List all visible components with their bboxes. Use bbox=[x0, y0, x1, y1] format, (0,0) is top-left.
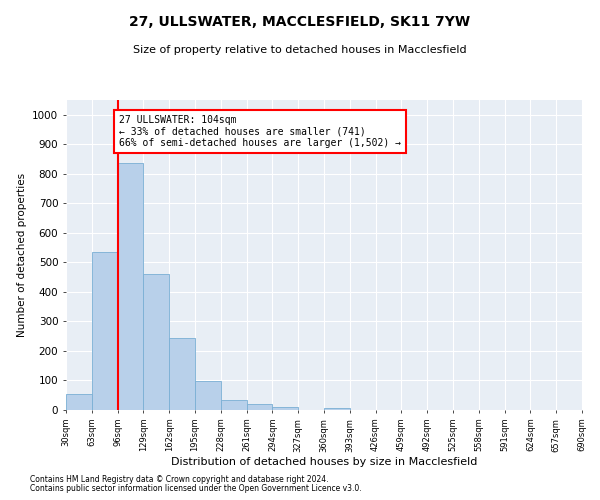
Bar bbox=[272, 407, 298, 410]
Bar bbox=[169, 338, 195, 410]
Bar bbox=[247, 404, 272, 410]
Text: Size of property relative to detached houses in Macclesfield: Size of property relative to detached ho… bbox=[133, 45, 467, 55]
Text: Contains HM Land Registry data © Crown copyright and database right 2024.: Contains HM Land Registry data © Crown c… bbox=[30, 476, 329, 484]
Bar bbox=[92, 252, 118, 410]
Bar bbox=[324, 408, 350, 410]
Bar bbox=[143, 274, 169, 410]
Y-axis label: Number of detached properties: Number of detached properties bbox=[17, 173, 26, 337]
Text: 27, ULLSWATER, MACCLESFIELD, SK11 7YW: 27, ULLSWATER, MACCLESFIELD, SK11 7YW bbox=[130, 15, 470, 29]
Bar bbox=[118, 164, 143, 410]
Text: Contains public sector information licensed under the Open Government Licence v3: Contains public sector information licen… bbox=[30, 484, 362, 493]
X-axis label: Distribution of detached houses by size in Macclesfield: Distribution of detached houses by size … bbox=[171, 457, 477, 467]
Bar bbox=[66, 394, 92, 410]
Text: 27 ULLSWATER: 104sqm
← 33% of detached houses are smaller (741)
66% of semi-deta: 27 ULLSWATER: 104sqm ← 33% of detached h… bbox=[119, 115, 401, 148]
Bar bbox=[221, 400, 247, 410]
Bar bbox=[195, 381, 221, 410]
